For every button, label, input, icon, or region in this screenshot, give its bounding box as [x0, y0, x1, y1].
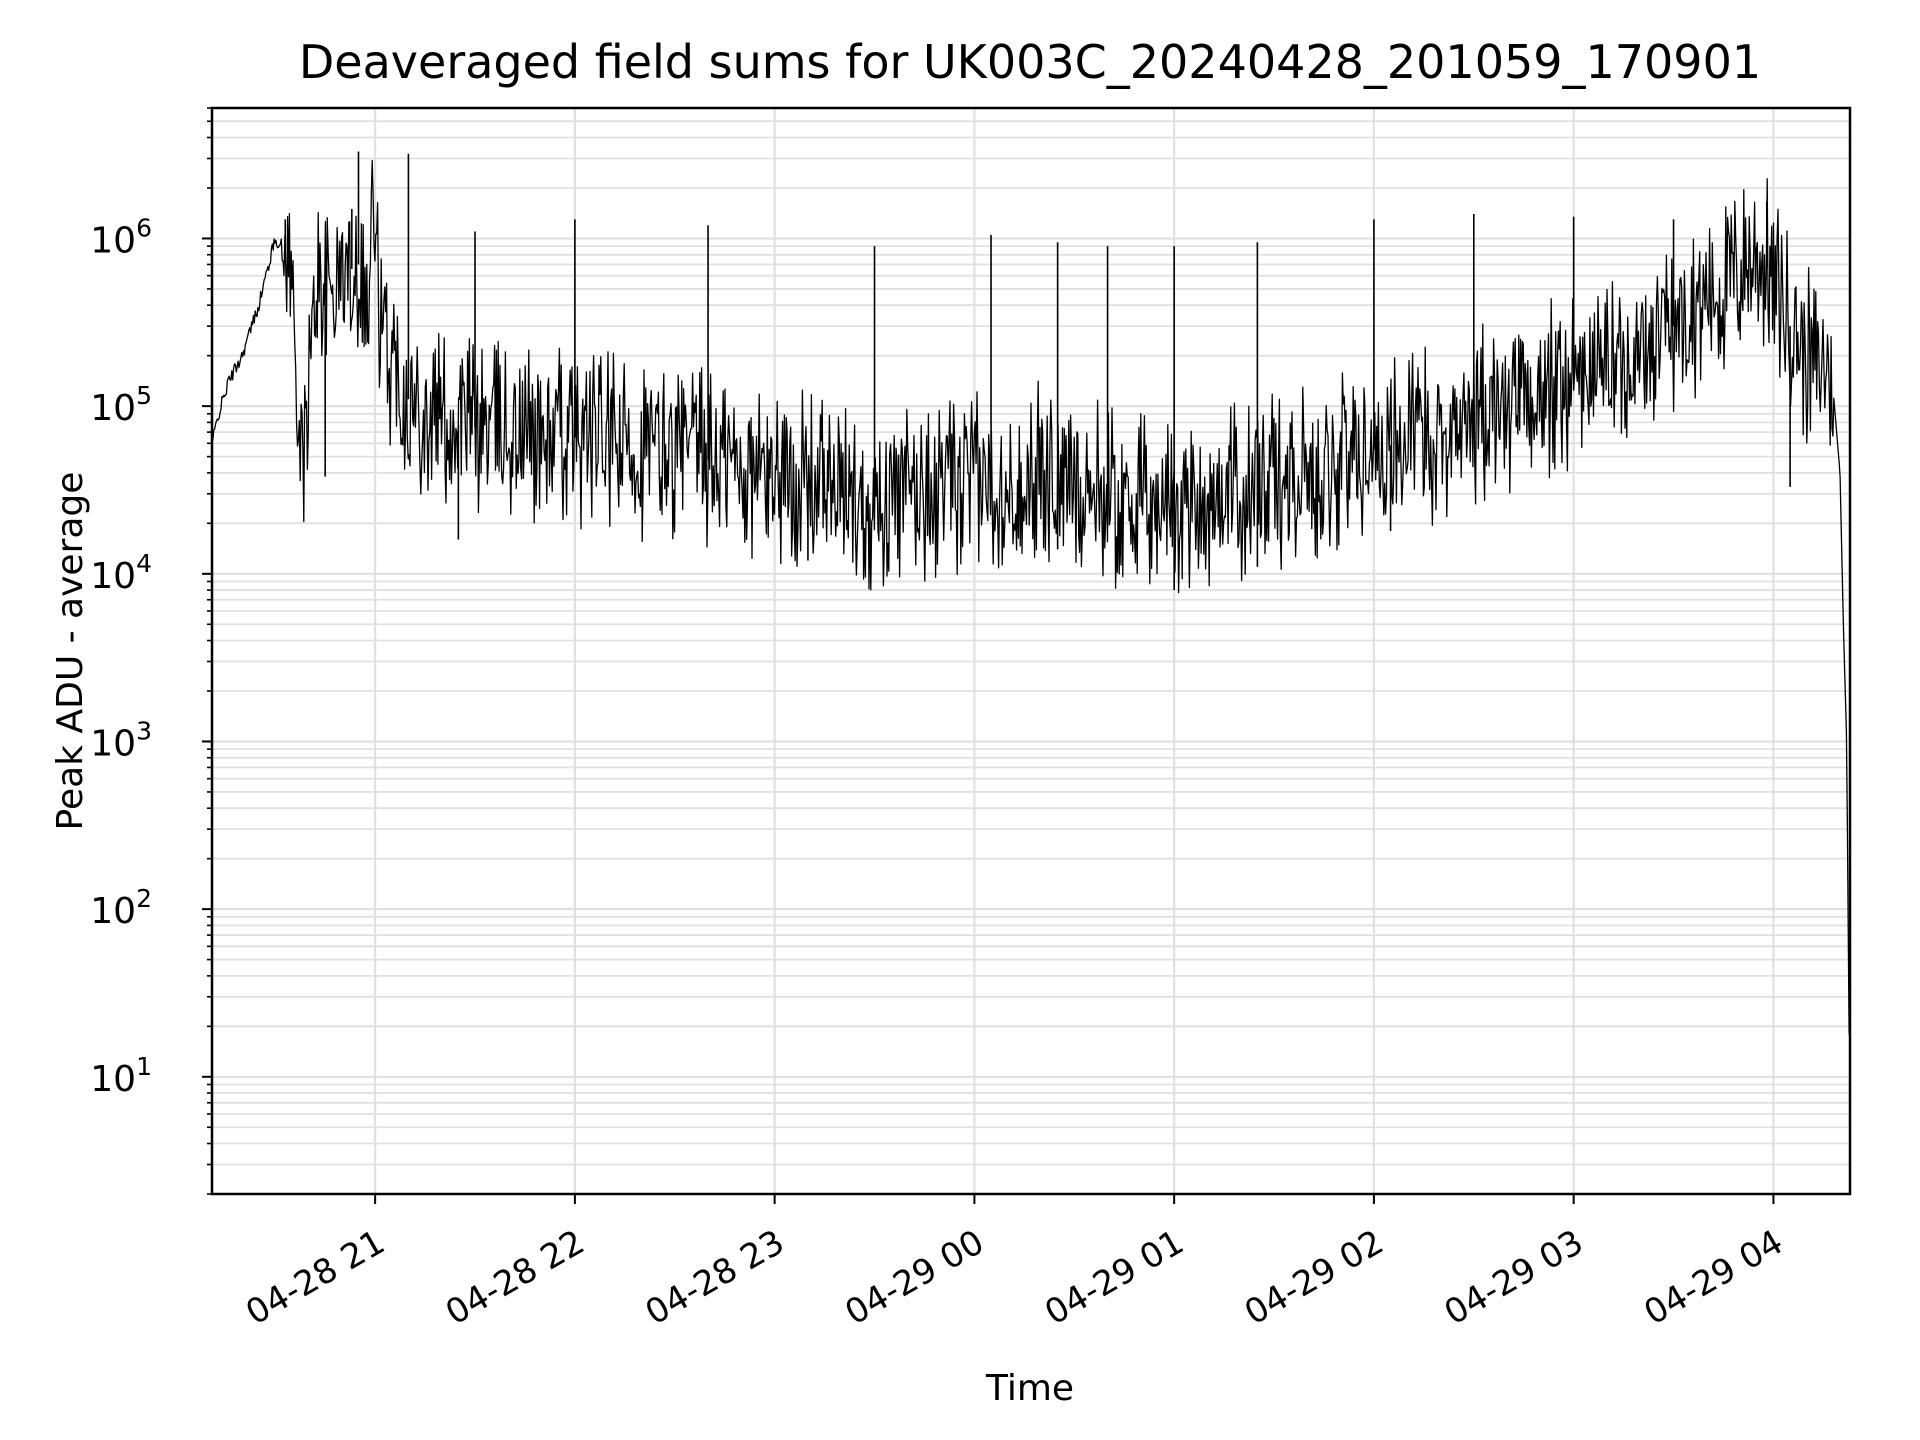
y-tick-label: 104 [90, 549, 152, 597]
chart-title: Deaveraged field sums for UK003C_2024042… [299, 35, 1761, 89]
y-tick-label: 106 [90, 213, 152, 261]
y-tick-label: 101 [90, 1052, 152, 1100]
y-axis-ticks: 101 102 103 104 105 106 [90, 107, 212, 1195]
series-line [211, 159, 1850, 1035]
plot-frame [210, 106, 1852, 1196]
y-tick-label: 102 [90, 884, 152, 932]
series-line-group [211, 151, 1850, 1035]
y-axis-label: Peak ADU - average [50, 472, 91, 831]
x-axis-label: Time [985, 1368, 1074, 1409]
y-tick-label: 105 [90, 381, 152, 429]
y-tick-label: 103 [90, 716, 152, 764]
